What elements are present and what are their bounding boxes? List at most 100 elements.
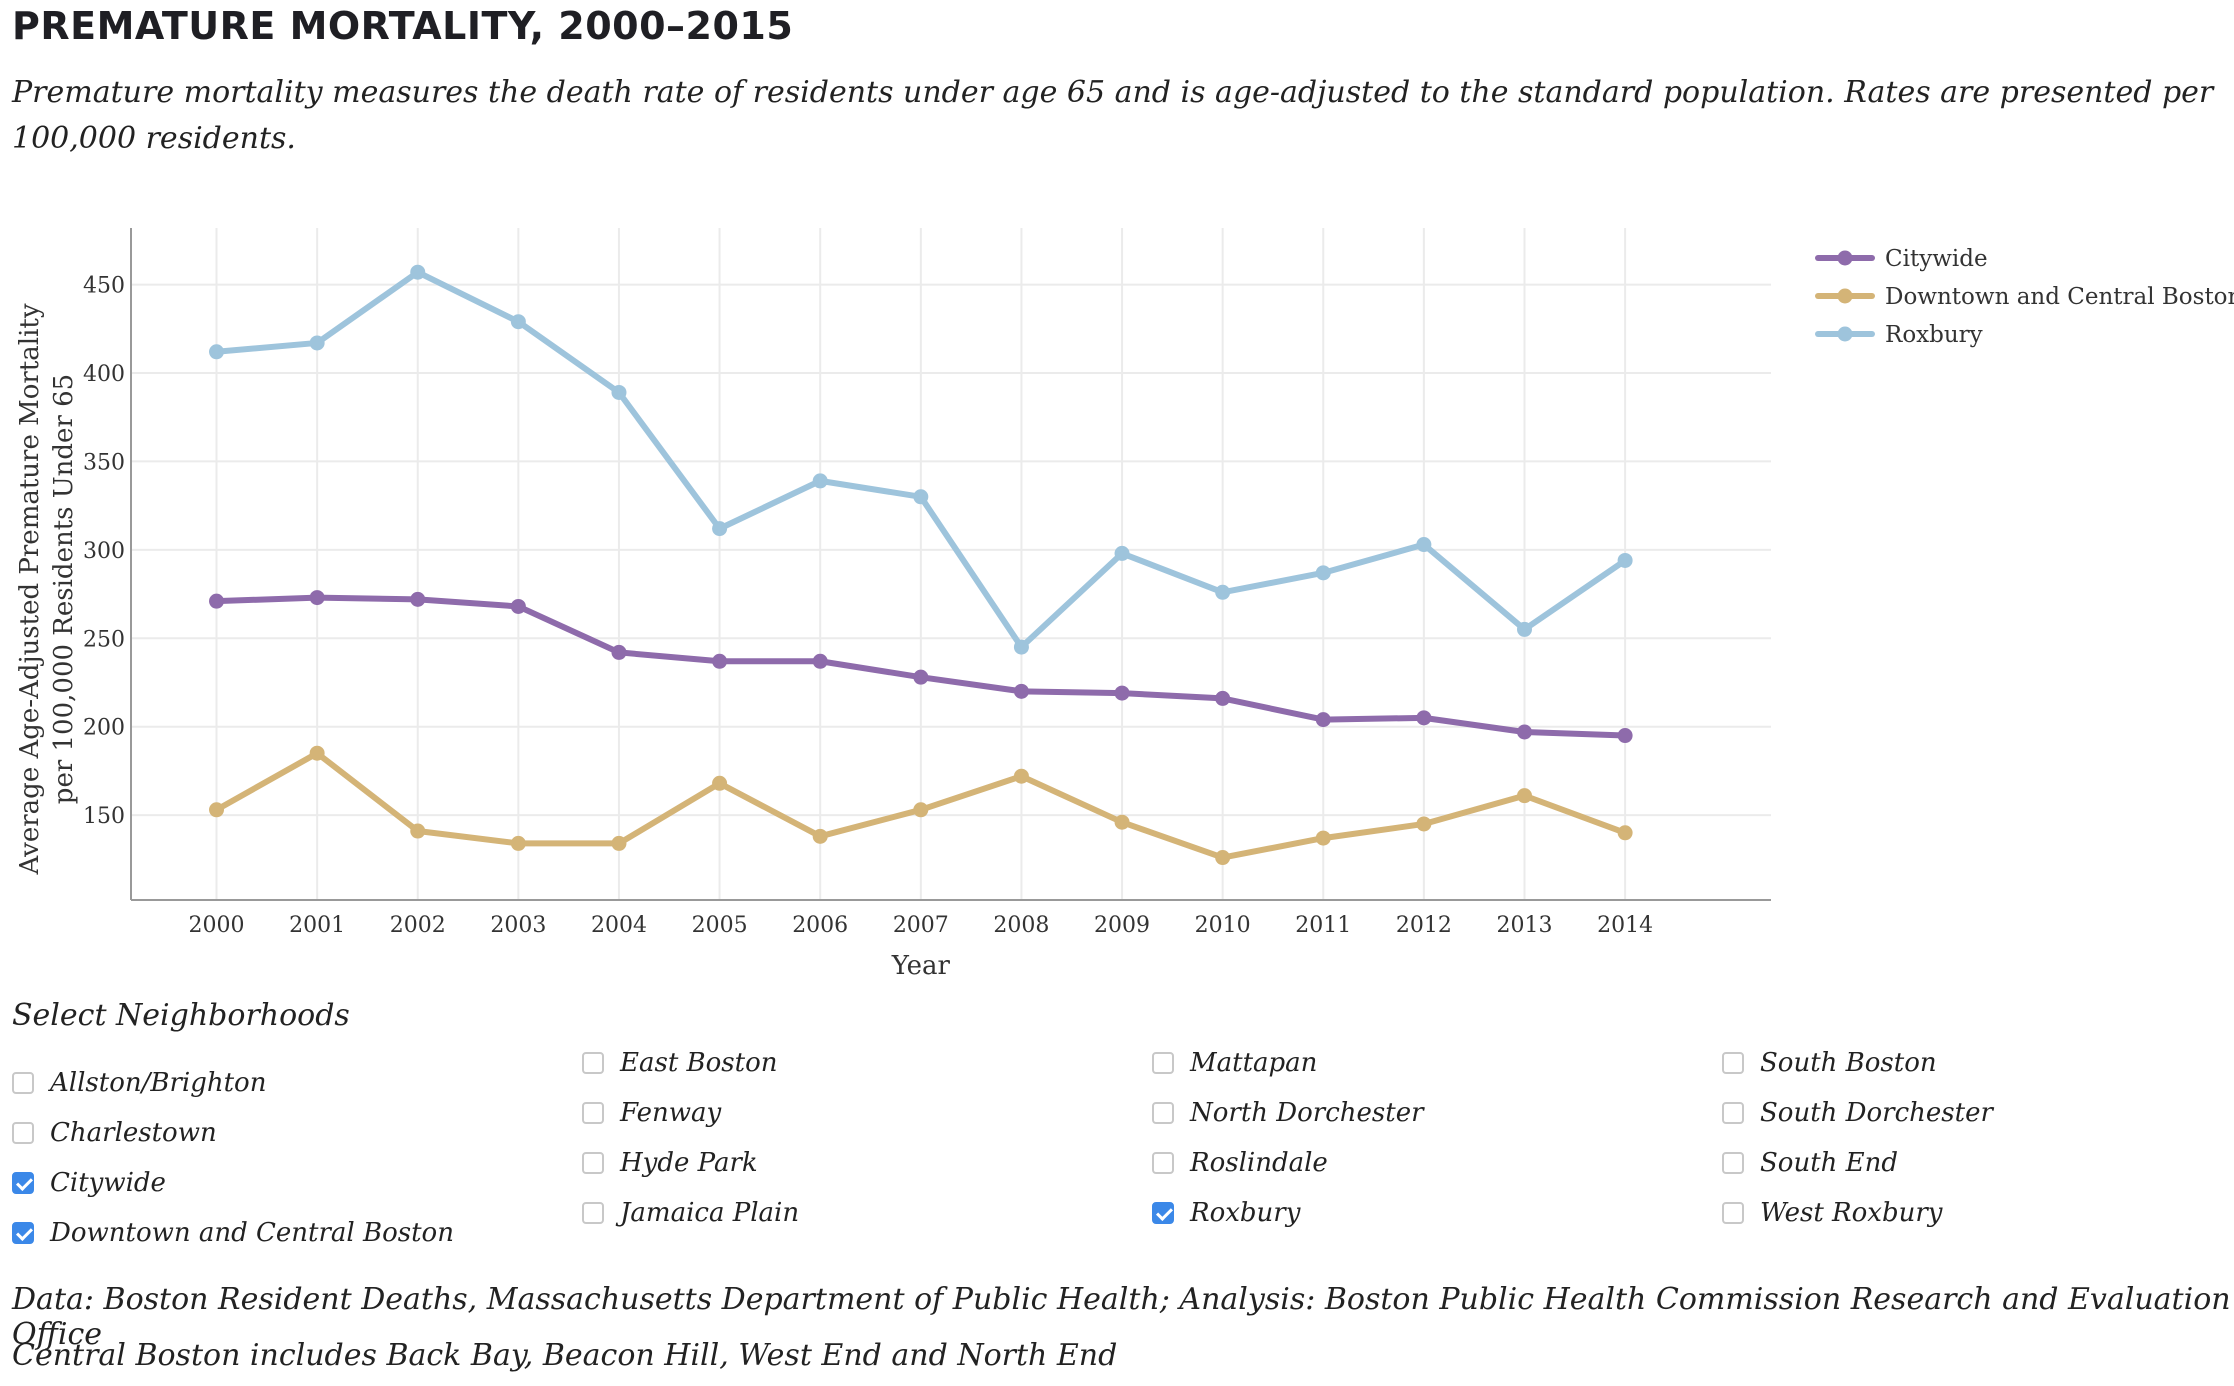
y-tick-label: 200 [83,716,125,741]
page-subtitle: Premature mortality measures the death r… [12,70,2222,162]
legend-item[interactable]: Roxbury [1818,322,1983,348]
data-point [813,473,828,488]
checkbox-unchecked-icon[interactable] [1722,1152,1744,1174]
x-tick-label: 2008 [993,913,1049,938]
y-tick-label: 150 [83,804,125,829]
data-point [410,265,425,280]
chart-legend[interactable]: Citywide Downtown and Central Boston Roxbu… [1818,246,2234,348]
data-point [310,590,325,605]
data-point [209,344,224,359]
neighborhood-checkbox-label: Charlestown [50,1118,217,1148]
checkbox-unchecked-icon[interactable] [1722,1102,1744,1124]
checkbox-unchecked-icon[interactable] [12,1072,34,1094]
neighborhood-checkbox-label: Fenway [620,1098,721,1128]
neighborhood-checkbox-row[interactable]: Charlestown [12,1118,217,1148]
data-point [410,824,425,839]
data-point [1517,622,1532,637]
data-point [712,776,727,791]
neighborhood-checkbox-label: Jamaica Plain [620,1198,799,1228]
neighborhood-checkbox-label: Roxbury [1190,1198,1300,1228]
checkbox-checked-icon[interactable] [12,1172,34,1194]
data-point [1316,712,1331,727]
neighborhood-checkbox-row[interactable]: West Roxbury [1722,1198,1942,1228]
data-point [1215,850,1230,865]
data-point [712,521,727,536]
neighborhood-checkbox-label: Roslindale [1190,1148,1328,1178]
x-tick-label: 2014 [1597,913,1653,938]
data-point [310,335,325,350]
data-point [1215,691,1230,706]
data-point [1115,686,1130,701]
data-point [511,836,526,851]
checkbox-unchecked-icon[interactable] [1152,1102,1174,1124]
checkbox-unchecked-icon[interactable] [1152,1052,1174,1074]
y-tick-label: 450 [83,274,125,299]
data-point [511,314,526,329]
checkbox-unchecked-icon[interactable] [1722,1052,1744,1074]
legend-label: Roxbury [1885,322,1983,348]
checkbox-checked-icon[interactable] [12,1222,34,1244]
neighborhood-checkbox-row[interactable]: South Dorchester [1722,1098,1993,1128]
data-point [511,599,526,614]
neighborhood-checkbox-row[interactable]: North Dorchester [1152,1098,1424,1128]
chart-axes: 2000200120022003200420052006200720082009… [15,228,1771,981]
neighborhood-checkbox-label: South Boston [1760,1048,1937,1078]
x-tick-label: 2001 [289,913,345,938]
legend-swatch-marker [1838,327,1853,342]
checkbox-unchecked-icon[interactable] [582,1102,604,1124]
neighborhood-checkbox-row[interactable]: Allston/Brighton [12,1068,266,1098]
data-point [209,594,224,609]
data-point [1115,815,1130,830]
checkbox-unchecked-icon[interactable] [1722,1202,1744,1224]
checkbox-checked-icon[interactable] [1152,1202,1174,1224]
data-point [611,385,626,400]
neighborhood-checkbox-row[interactable]: East Boston [582,1048,778,1078]
legend-item[interactable]: Citywide [1818,246,1988,272]
data-point [813,654,828,669]
data-point [1316,565,1331,580]
neighborhood-checkbox-row[interactable]: South End [1722,1148,1898,1178]
neighborhood-checkbox-row[interactable]: Citywide [12,1168,166,1198]
page-title: PREMATURE MORTALITY, 2000–2015 [12,4,793,48]
x-tick-label: 2011 [1295,913,1351,938]
neighborhood-checkbox-row[interactable]: Hyde Park [582,1148,758,1178]
legend-swatch-marker [1838,289,1853,304]
data-point [1618,825,1633,840]
neighborhood-checkbox-label: Downtown and Central Boston [50,1218,454,1248]
checkbox-unchecked-icon[interactable] [582,1152,604,1174]
data-point [1014,684,1029,699]
legend-swatch-marker [1838,251,1853,266]
checkbox-unchecked-icon[interactable] [582,1202,604,1224]
data-point [913,670,928,685]
neighborhood-checkbox-row[interactable]: Mattapan [1152,1048,1317,1078]
central-boston-note: Central Boston includes Back Bay, Beacon… [12,1338,1117,1373]
neighborhood-checkbox-row[interactable]: Jamaica Plain [582,1198,799,1228]
data-point [1416,710,1431,725]
data-point [611,645,626,660]
neighborhood-checkbox-row[interactable]: Downtown and Central Boston [12,1218,454,1248]
data-point [410,592,425,607]
data-point [813,829,828,844]
neighborhood-checkbox-label: South End [1760,1148,1898,1178]
legend-item[interactable]: Downtown and Central Boston [1818,284,2234,310]
data-point [1416,816,1431,831]
x-tick-label: 2004 [591,913,647,938]
neighborhood-checkbox-row[interactable]: Fenway [582,1098,721,1128]
checkbox-unchecked-icon[interactable] [582,1052,604,1074]
data-point [1618,728,1633,743]
data-point [1014,640,1029,655]
x-tick-label: 2013 [1496,913,1552,938]
neighborhood-checkbox-label: Hyde Park [620,1148,758,1178]
data-point [1416,537,1431,552]
data-point [209,802,224,817]
neighborhood-checkbox-label: Allston/Brighton [50,1068,266,1098]
neighborhood-checkbox-label: West Roxbury [1760,1198,1942,1228]
checkbox-unchecked-icon[interactable] [12,1122,34,1144]
checkbox-unchecked-icon[interactable] [1152,1152,1174,1174]
neighborhood-checkbox-row[interactable]: Roslindale [1152,1148,1328,1178]
neighborhood-checkbox-row[interactable]: Roxbury [1152,1198,1300,1228]
data-point [1316,831,1331,846]
neighborhood-checkbox-row[interactable]: South Boston [1722,1048,1937,1078]
legend-label: Citywide [1885,246,1988,272]
x-axis-title: Year [891,951,951,981]
